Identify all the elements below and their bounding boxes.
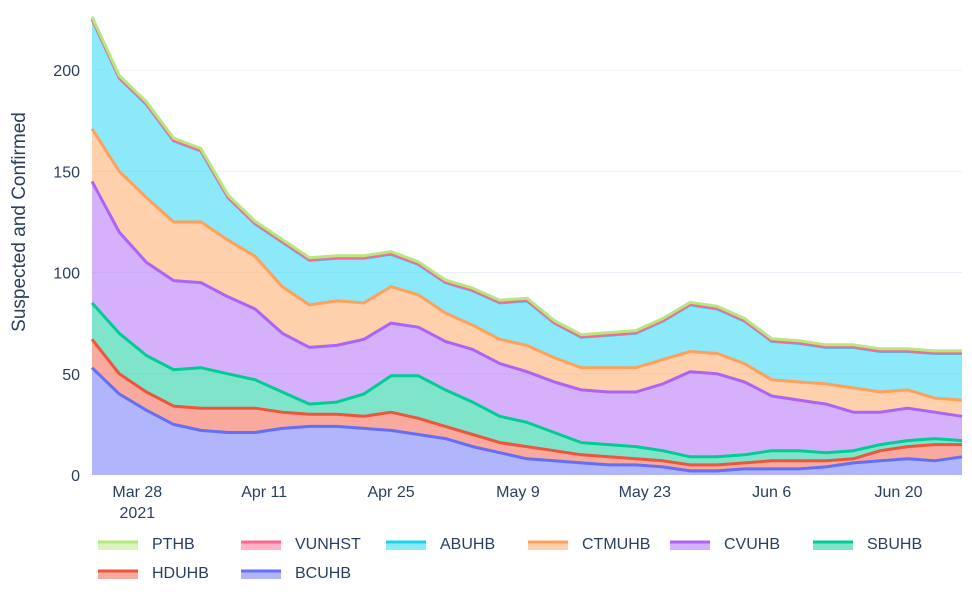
legend-label: SBUHB: [867, 536, 923, 553]
legend-swatch-icon: [241, 540, 281, 550]
legend-label: HDUHB: [152, 565, 209, 582]
line-ctmuhb: [90, 127, 963, 402]
area-ctmuhb[interactable]: [92, 128, 962, 417]
legend-label: CVUHB: [724, 536, 781, 553]
y-tick-label: 200: [53, 63, 80, 80]
legend-swatch-icon: [98, 569, 138, 579]
area-cvuhb[interactable]: [92, 181, 962, 457]
y-axis-title: Suspected and Confirmed: [9, 112, 30, 332]
legend-swatch-icon: [813, 540, 853, 550]
y-tick-label: 0: [71, 468, 80, 485]
legend-item-sbuhb[interactable]: SBUHB: [813, 536, 922, 554]
line-pthb: [90, 16, 962, 353]
area-hduhb[interactable]: [92, 339, 962, 471]
y-tick-label: 150: [53, 164, 80, 181]
area-sbuhb[interactable]: [92, 302, 962, 465]
legend-label: VUNHST: [295, 536, 361, 553]
area-abuhb[interactable]: [92, 19, 962, 401]
line-hduhb: [90, 338, 962, 467]
line-cvuhb: [90, 180, 963, 418]
line-bcuhb: [90, 366, 963, 473]
line-sbuhb: [90, 301, 963, 459]
legend-item-vunhst[interactable]: VUNHST: [241, 536, 361, 554]
legend-item-cvuhb[interactable]: CVUHB: [670, 536, 780, 554]
legend-item-bcuhb[interactable]: BCUHB: [241, 565, 351, 583]
legend-swatch-icon: [528, 540, 568, 550]
legend-swatch-icon: [241, 569, 281, 579]
x-tick-label: May 23: [619, 484, 672, 501]
legend-item-hduhb[interactable]: HDUHB: [98, 565, 209, 583]
legend-swatch-icon: [386, 540, 426, 550]
x-tick-label: Apr 25: [367, 484, 414, 501]
x-tick-label: Jun 20: [875, 484, 923, 501]
legend-item-pthb[interactable]: PTHB: [98, 536, 195, 554]
legend-item-abuhb[interactable]: ABUHB: [386, 536, 495, 554]
legend-swatch-icon: [98, 540, 138, 550]
legend-item-ctmuhb[interactable]: CTMUHB: [528, 536, 650, 554]
area-bcuhb[interactable]: [92, 367, 962, 475]
legend-label: CTMUHB: [582, 536, 651, 553]
legend-label: PTHB: [152, 536, 195, 553]
legend-label: BCUHB: [295, 565, 352, 582]
x-tick-label: May 9: [496, 484, 540, 501]
x-tick-label: Jun 6: [752, 484, 791, 501]
x-tick-label: Mar 28: [112, 484, 162, 501]
x-tick-label: Apr 11: [241, 484, 287, 501]
x-tick-year-label: 2021: [120, 505, 156, 522]
y-tick-label: 100: [53, 266, 80, 283]
legend-swatch-icon: [670, 540, 710, 550]
legend-label: ABUHB: [440, 536, 496, 553]
y-tick-label: 50: [62, 367, 80, 384]
